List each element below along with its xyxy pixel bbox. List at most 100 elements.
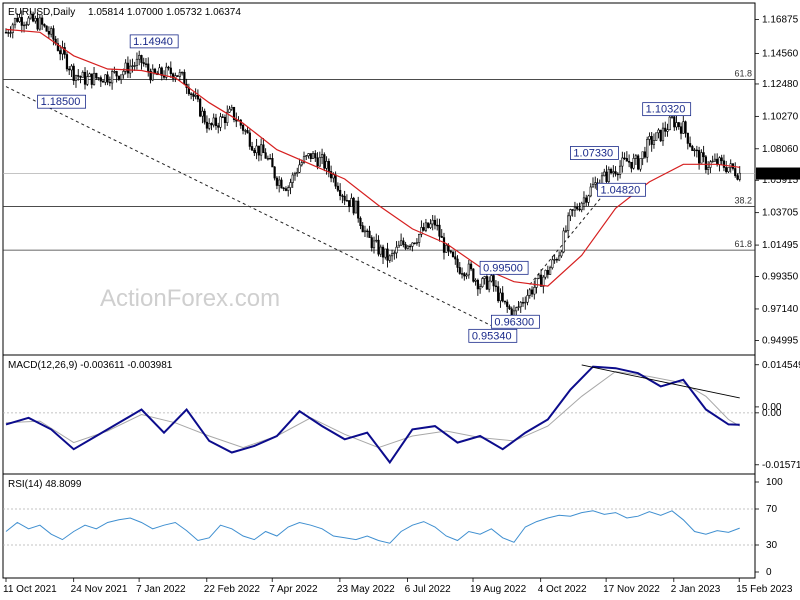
candle-body [700, 152, 703, 164]
candle-body [160, 67, 163, 76]
candle-body [56, 43, 60, 51]
candle-body [372, 240, 376, 249]
candle-body [472, 268, 475, 282]
candle-body [521, 302, 525, 304]
candle-body [591, 183, 595, 188]
price-layer: 1.18500 1.14940 0.99500 0.96300 0.95340 1.073… [4, 10, 741, 343]
candle-body [29, 13, 32, 19]
time-axis-label: 6 Jul 2022 [405, 584, 452, 595]
candle-body [36, 18, 39, 30]
candle-body [339, 189, 342, 196]
candle-body [38, 17, 41, 30]
current-price-label: 1.06374 [759, 170, 796, 181]
candle-body [348, 200, 351, 207]
candle-body [524, 301, 527, 304]
candle-body [81, 71, 84, 78]
candle-body [594, 182, 597, 185]
candle-body [255, 145, 258, 154]
candle-body [388, 255, 391, 261]
candle-body [271, 158, 274, 168]
time-axis-label: 7 Jan 2022 [136, 584, 186, 595]
candle-body [210, 123, 213, 126]
time-axis-label: 15 Feb 2023 [736, 584, 793, 595]
candle-body [334, 174, 337, 187]
macd-axis-label: 0.00 [762, 408, 782, 419]
candle-body [607, 168, 610, 182]
time-axis-label: 24 Nov 2021 [71, 584, 128, 595]
candle-body [79, 76, 82, 78]
axis-layer: 1.16875 1.14560 1.12480 1.10270 1.08060 1.059… [3, 15, 800, 595]
candle-body [307, 153, 310, 157]
candle-body [415, 242, 418, 244]
price-annotation-label: 1.18500 [41, 96, 81, 108]
candle-body [111, 71, 114, 84]
time-axis-label: 11 Oct 2021 [3, 584, 57, 595]
candle-body [424, 222, 428, 231]
candle-body [223, 116, 227, 123]
candle-body [135, 58, 139, 66]
candle-body [142, 62, 145, 65]
candle-body [302, 156, 306, 163]
macd-axis-label: 0.00 [762, 402, 782, 413]
candle-body [260, 144, 263, 156]
candle-body [722, 160, 726, 168]
candle-body [427, 222, 430, 228]
candle-body [621, 157, 624, 167]
candle-body [704, 156, 707, 170]
candle-body [402, 240, 405, 245]
candle-body [45, 25, 48, 32]
candle-body [449, 250, 452, 253]
candle-body [50, 28, 53, 35]
candle-body [275, 177, 279, 186]
price-axis-label: 0.99350 [762, 272, 799, 283]
candle-body [691, 146, 694, 151]
candle-body [519, 302, 522, 308]
candle-body [65, 54, 69, 70]
macd-axis-label: 0.014549 [762, 360, 800, 371]
candle-body [612, 171, 615, 174]
candle-body [655, 132, 658, 141]
candle-body [442, 237, 446, 253]
candle-body [77, 75, 80, 77]
candle-body [246, 130, 249, 134]
candle-body [273, 166, 276, 179]
price-annotation-label: 0.96300 [494, 316, 534, 328]
rsi-axis-label: 0 [766, 567, 772, 578]
candle-body [479, 286, 482, 290]
candle-body [399, 240, 403, 246]
candle-body [564, 230, 568, 232]
price-axis-label: 1.05915 [762, 175, 799, 186]
candle-body [43, 24, 46, 27]
candle-body [203, 110, 206, 123]
candle-body [113, 71, 116, 73]
price-axis-label: 1.12480 [762, 79, 799, 90]
candle-body [652, 140, 656, 145]
candle-body [183, 71, 186, 85]
candle-body [131, 65, 134, 67]
candle-body [296, 172, 299, 174]
fib-level-label: 61.8 [734, 68, 752, 78]
price-axis-label: 1.03705 [762, 208, 799, 219]
candle-body [167, 66, 170, 69]
macd-trendline [581, 364, 740, 399]
chart-symbol-title: EURUSD,Daily [8, 7, 75, 18]
candle-body [257, 145, 260, 156]
candle-body [711, 160, 714, 163]
current-price-marker [756, 167, 800, 180]
candle-body [609, 168, 613, 174]
candle-body [165, 66, 168, 78]
candle-body [738, 172, 741, 180]
candle-body [684, 121, 687, 134]
candle-body [404, 244, 407, 249]
macd-line [5, 365, 740, 465]
candle-body [562, 230, 565, 253]
candle-body [384, 248, 387, 258]
candle-body [291, 174, 294, 183]
candle-body [465, 274, 468, 277]
candle-body [153, 68, 157, 74]
price-axis-label: 1.16875 [762, 15, 799, 26]
candle-body [34, 18, 37, 22]
candle-body [250, 146, 254, 151]
candle-body [63, 47, 66, 55]
